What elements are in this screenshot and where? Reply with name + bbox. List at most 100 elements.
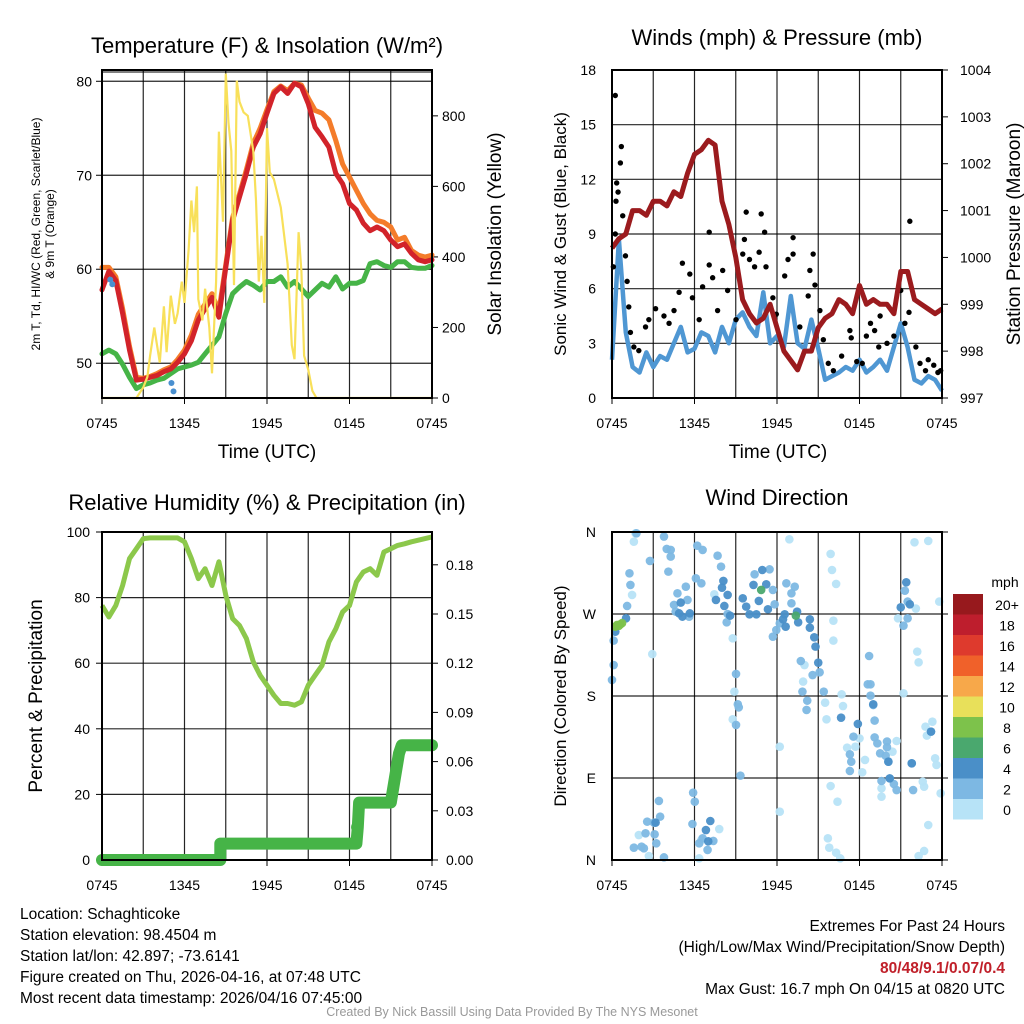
wind-direction-point [731, 720, 741, 730]
wind-direction-point [822, 715, 831, 724]
wind-direction-point [685, 609, 695, 618]
colorbar-swatch [953, 655, 983, 676]
gust-point [746, 256, 753, 263]
precipitation-line [96, 739, 438, 866]
gust-point [810, 251, 816, 257]
y-tick-label: 80 [74, 590, 90, 606]
x-tick-label: 0745 [926, 415, 957, 431]
wind-direction-point [914, 851, 923, 861]
wind-direction-point [757, 565, 767, 575]
gust-point [696, 316, 702, 323]
gust-point [666, 320, 672, 326]
station-info: Location: Schaghticoke Station elevation… [20, 904, 362, 1009]
wind-direction-point [681, 582, 691, 591]
colorbar-label: 16 [999, 638, 1015, 654]
x-tick-label: 1945 [251, 415, 282, 431]
wind-direction-point [910, 537, 919, 547]
wind-direction-point [908, 785, 918, 795]
wind-direction-point [911, 604, 921, 613]
wind-direction-point [899, 621, 908, 630]
wind-direction-point [763, 604, 773, 614]
colorbar-label: 4 [1003, 761, 1011, 777]
colorbar-swatch [953, 799, 983, 820]
x-tick-label: 0745 [596, 415, 627, 431]
wind-direction-point [802, 705, 811, 715]
x-tick-label: 1945 [761, 877, 792, 893]
panel-1: 0745 1345 1945 0145 0745 Temperature (F) & In… [29, 33, 506, 463]
wind-direction-point [625, 568, 634, 578]
wind-direction-point [736, 771, 745, 780]
gust-point [617, 160, 624, 166]
y-right-tick-label: 1001 [960, 203, 991, 219]
credit-text: Created By Nick Bassill Using Data Provi… [326, 1005, 698, 1019]
x-tick-label: 1945 [251, 877, 282, 893]
wind-direction-point [768, 632, 778, 641]
gust-point [714, 307, 721, 314]
wind-direction-point [827, 565, 837, 575]
gust-point [848, 335, 854, 341]
gust-point [743, 209, 749, 215]
wind-direction-point [765, 565, 774, 574]
gust-point [817, 307, 823, 314]
wind-direction-point [717, 583, 727, 592]
gust-point [622, 253, 629, 259]
wind-direction-point [690, 797, 700, 806]
chart-title: Relative Humidity (%) & Precipitation (i… [68, 490, 465, 515]
plot-border [101, 531, 433, 861]
y-tick-label: 0 [82, 852, 90, 868]
wind-direction-point [857, 768, 867, 777]
wind-direction-point [864, 651, 874, 661]
wind-direction-point [749, 580, 758, 590]
x-tick-label: 1345 [169, 415, 200, 431]
colorbar-label: 12 [999, 679, 1015, 695]
colorbar-label: 8 [1003, 720, 1011, 736]
gust-point [847, 327, 853, 334]
x-tick-label: 1345 [679, 415, 710, 431]
panel-3: 0745 1345 1945 0145 0745 Relative Humidity (%… [26, 490, 473, 893]
wind-direction-point [716, 562, 726, 571]
wind-direction-point [722, 617, 731, 627]
wind-direction-point [750, 569, 759, 579]
y-tick-label: 15 [580, 117, 596, 133]
wind-direction-point [923, 536, 933, 546]
wind-direction-point [683, 595, 692, 605]
y-right-tick-label: 997 [960, 390, 984, 406]
y-tick-label: E [587, 770, 596, 786]
colorbar-swatch [953, 778, 983, 799]
wind-direction-point [713, 551, 722, 560]
wind-direction-point [775, 742, 785, 751]
y-axis-label: Percent & Precipitation [26, 599, 47, 792]
wind-direction-point [845, 766, 855, 776]
colorbar-label: 14 [999, 659, 1015, 675]
wind-direction-point [899, 688, 908, 698]
wind-direction-point [688, 788, 698, 797]
wind-direction-point [936, 789, 945, 798]
wind-direction-point [629, 843, 639, 852]
gust-point [922, 367, 929, 374]
wind-direction-point [845, 750, 855, 759]
gust-point [706, 229, 712, 235]
wind-direction-point [632, 528, 641, 538]
y-tick-label: N [586, 852, 596, 868]
wind-direction-point [823, 834, 833, 843]
hiwc-point [168, 379, 175, 386]
wind-direction-point [731, 669, 741, 679]
y-right-tick-label: 999 [960, 296, 984, 312]
y-tick-label: 12 [580, 171, 596, 187]
gust-point [624, 278, 630, 285]
wind-direction-point [811, 642, 820, 651]
gust-point [613, 198, 619, 204]
gust-point [689, 295, 696, 301]
gust-point [615, 189, 621, 195]
x-tick-label: 1345 [169, 877, 200, 893]
wind-direction-point [798, 687, 807, 696]
wind-direction-point [826, 781, 835, 791]
gust-point [676, 289, 682, 296]
y-right-tick-label: 0.18 [446, 557, 473, 573]
wind-direction-point [793, 617, 803, 627]
x-tick-label: 1345 [679, 877, 710, 893]
hiwc-point [109, 281, 116, 288]
x-tick-label: 0145 [844, 877, 875, 893]
relative-humidity-line [99, 534, 433, 708]
gust-point [679, 260, 686, 266]
